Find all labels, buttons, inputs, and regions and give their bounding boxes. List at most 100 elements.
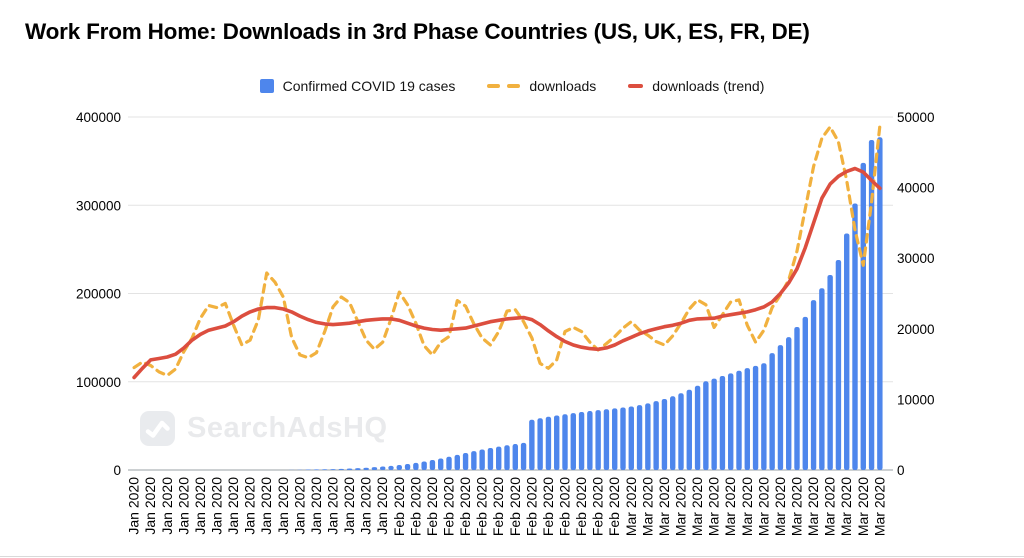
left-axis-tick-label: 200000 (76, 287, 121, 302)
trend-line-swatch-icon (628, 83, 644, 89)
x-axis-tick-label: Feb 2020 (557, 477, 573, 536)
covid-cases-bar (570, 413, 576, 470)
x-axis-tick-label: Mar 2020 (739, 477, 755, 536)
covid-cases-bar (380, 466, 386, 470)
covid-cases-bar (703, 381, 709, 470)
right-axis-tick-label: 20000 (897, 322, 935, 337)
x-axis-tick-label: Mar 2020 (755, 477, 771, 536)
covid-cases-bar (694, 385, 701, 470)
covid-cases-bar (636, 405, 643, 470)
x-axis-tick-label: Jan 2020 (291, 477, 307, 535)
x-axis-tick-label: Mar 2020 (805, 477, 821, 536)
cases-swatch-icon (259, 79, 274, 93)
covid-cases-bar (496, 446, 502, 470)
left-axis-tick-label: 400000 (76, 110, 121, 125)
covid-cases-bar (827, 274, 833, 470)
x-axis-tick-label: Jan 2020 (142, 477, 158, 535)
x-axis-tick-label: Mar 2020 (772, 477, 788, 536)
x-axis-tick-label: Jan 2020 (358, 477, 374, 535)
dash-segment (507, 83, 521, 89)
covid-cases-bar (612, 408, 618, 470)
x-axis-tick-label: Feb 2020 (441, 477, 457, 536)
covid-cases-bar (752, 365, 759, 470)
covid-cases-bar (479, 449, 485, 470)
covid-cases-bar (761, 363, 767, 470)
x-axis-tick-label: Feb 2020 (540, 477, 556, 536)
covid-cases-bar (678, 393, 684, 470)
right-axis-tick-label: 0 (897, 463, 905, 478)
covid-cases-bar (777, 345, 784, 470)
covid-cases-bar (686, 389, 692, 470)
x-axis-tick-label: Feb 2020 (407, 477, 423, 536)
covid-cases-bar (471, 451, 477, 470)
legend-label-downloads: downloads (529, 78, 597, 94)
right-axis-tick-label: 40000 (897, 181, 935, 196)
chart-legend: Confirmed COVID 19 cases downloads downl… (0, 76, 1024, 96)
downloads-trend-line (132, 166, 882, 380)
covid-cases-bar (794, 327, 800, 470)
x-axis-tick-label: Feb 2020 (490, 477, 506, 536)
x-axis-tick-label: Feb 2020 (474, 477, 490, 536)
covid-cases-bar (620, 407, 626, 470)
x-axis-tick-label: Jan 2020 (242, 477, 258, 535)
covid-cases-bar (645, 403, 651, 470)
x-axis-tick-label: Feb 2020 (391, 477, 407, 536)
x-axis-tick-label: Mar 2020 (656, 477, 672, 536)
left-axis-tick-label: 300000 (76, 198, 121, 213)
covid-cases-bar (769, 353, 775, 470)
covid-cases-bar (844, 233, 850, 470)
covid-cases-bar (603, 409, 610, 470)
covid-cases-bar (578, 412, 585, 470)
x-axis-tick-label: Jan 2020 (225, 477, 241, 535)
covid-cases-bar (346, 468, 353, 470)
legend-item-cases: Confirmed COVID 19 cases (259, 78, 456, 94)
covid-cases-bar (421, 461, 427, 470)
covid-cases-bar (404, 463, 411, 470)
x-axis-tick-label: Mar 2020 (855, 477, 871, 536)
x-axis-tick-label: Mar 2020 (789, 477, 805, 536)
covid-cases-bar (736, 370, 742, 470)
covid-cases-bar (537, 418, 543, 470)
right-axis-tick-label: 30000 (897, 251, 935, 266)
covid-cases-bar (877, 137, 883, 471)
downloads-line (132, 123, 882, 377)
x-axis-tick-label: Feb 2020 (573, 477, 589, 536)
legend-item-downloads: downloads (487, 78, 596, 94)
covid-cases-bar (355, 468, 361, 470)
x-axis-tick-label: Jan 2020 (258, 477, 274, 535)
legend-label-cases: Confirmed COVID 19 cases (282, 78, 456, 94)
x-axis-tick-label: Jan 2020 (126, 477, 142, 535)
x-axis-tick-label: Feb 2020 (507, 477, 523, 536)
covid-cases-bar (520, 442, 527, 470)
left-axis-tick-label: 100000 (76, 375, 121, 390)
covid-cases-bar (545, 416, 552, 470)
covid-cases-bar (454, 454, 460, 470)
x-axis-tick-label: Jan 2020 (275, 477, 291, 535)
covid-cases-bar (595, 410, 601, 470)
x-axis-tick-label: Feb 2020 (457, 477, 473, 536)
legend-label-trend: downloads (trend) (652, 78, 765, 94)
covid-cases-bar (744, 368, 750, 470)
covid-cases-bar (487, 447, 494, 470)
covid-cases-bar (363, 467, 369, 470)
right-axis-tick-label: 50000 (897, 110, 935, 125)
x-axis-tick-label: Jan 2020 (159, 477, 175, 535)
x-axis-tick-label: Jan 2020 (308, 477, 324, 535)
x-axis-tick-label: Jan 2020 (209, 477, 225, 535)
covid-cases-bar (810, 300, 817, 470)
covid-cases-bar (628, 406, 634, 470)
covid-cases-bar (322, 469, 328, 470)
x-axis-tick-label: Feb 2020 (606, 477, 622, 536)
covid-cases-bar (429, 459, 436, 470)
x-axis-tick-label: Jan 2020 (175, 477, 191, 535)
covid-cases-bar (371, 467, 378, 470)
x-axis-tick-label: Mar 2020 (706, 477, 722, 536)
covid-cases-bar (529, 419, 535, 470)
watermark-text: SearchAdsHQ (187, 412, 388, 444)
covid-cases-bar (786, 337, 792, 470)
covid-cases-bar (719, 376, 726, 470)
covid-cases-bar (653, 401, 659, 470)
page-title: Work From Home: Downloads in 3rd Phase C… (25, 19, 810, 44)
covid-cases-bar (396, 464, 402, 470)
